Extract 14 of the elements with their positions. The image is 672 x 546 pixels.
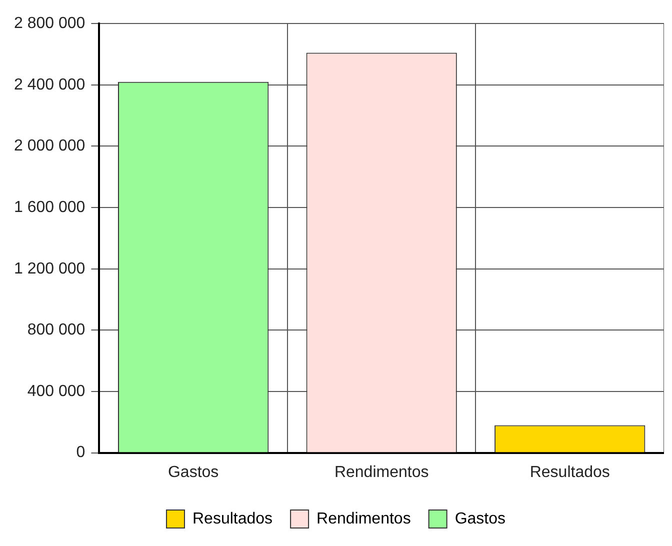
y-tick-label: 0 — [76, 444, 86, 462]
y-tick-label: 800 000 — [27, 322, 86, 339]
y-tick-label: 2 400 000 — [14, 76, 86, 94]
x-tick-label: Rendimentos — [334, 464, 429, 481]
x-tick-label: Gastos — [168, 464, 219, 481]
y-tick-label: 2 000 000 — [14, 138, 86, 155]
legend-label: Rendimentos — [316, 510, 411, 528]
x-tick-label: Resultados — [530, 464, 610, 481]
y-tick-label: 2 800 000 — [14, 15, 86, 32]
y-tick-label: 1 200 000 — [14, 260, 86, 278]
y-tick-label: 400 000 — [27, 382, 86, 400]
legend-label: Resultados — [192, 510, 273, 528]
y-tick-label: 1 600 000 — [14, 198, 86, 216]
legend-label: Gastos — [454, 510, 506, 528]
